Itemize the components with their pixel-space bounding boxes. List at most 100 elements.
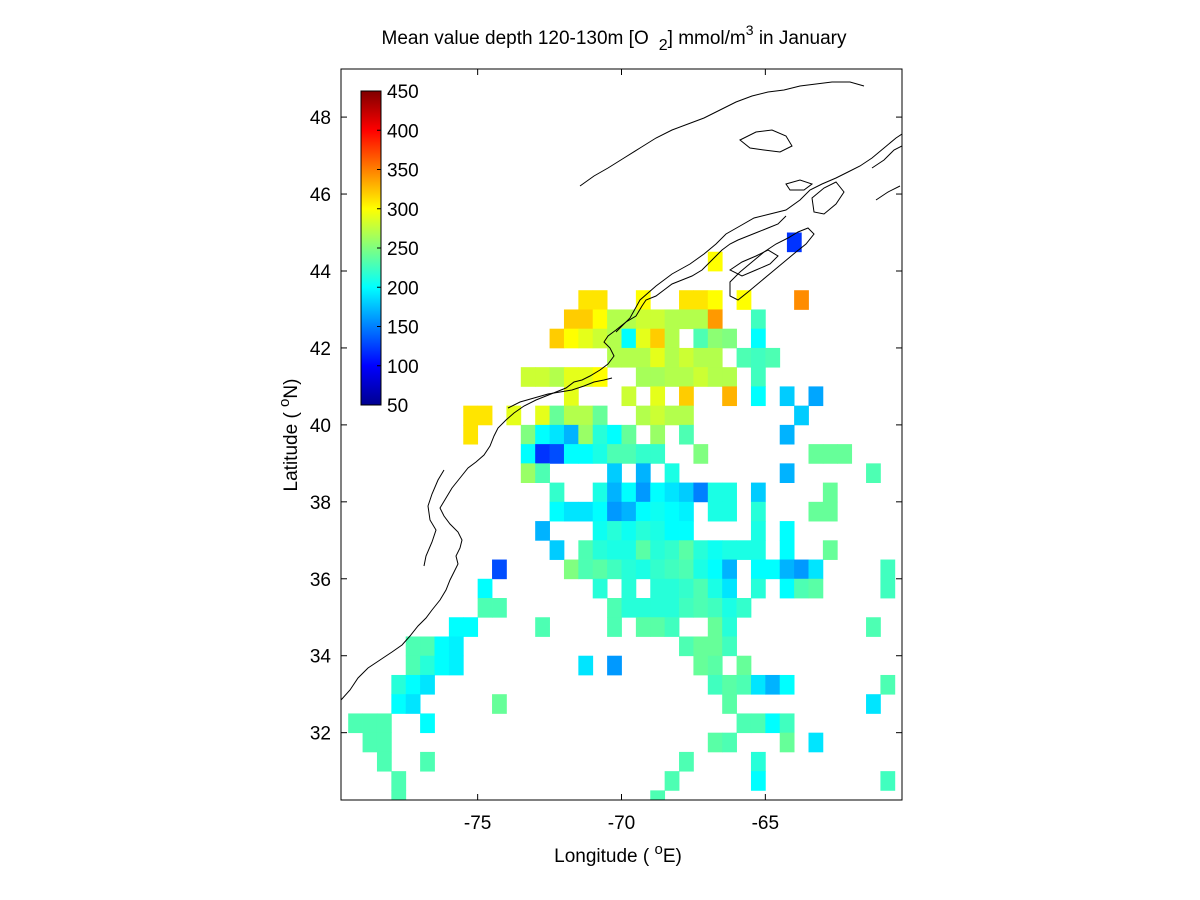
heatmap-cell [635,540,651,560]
heatmap-cell [722,636,737,657]
heatmap-cell [750,540,766,560]
heatmap-cell [348,713,363,734]
heatmap-cell [779,732,795,753]
heatmap-cell [750,771,766,791]
heatmap-cell [736,655,752,676]
coastline-newfoundland [871,145,902,201]
heatmap-cell [722,732,737,753]
heatmap-cell [664,405,680,426]
heatmap-cell [635,367,651,387]
heatmap-cell [650,521,666,541]
heatmap-cell [607,559,622,580]
heatmap-cell [535,463,550,483]
heatmap-cell [650,328,666,349]
heatmap-cell [635,290,651,310]
coastline-gaspe [739,129,793,153]
heatmap-cell [707,328,723,349]
heatmap-cell [822,540,838,560]
heatmap-cell [822,444,838,464]
heatmap-cell [779,674,795,695]
heatmap-cell [779,540,795,560]
heatmap-cell [765,713,781,734]
heatmap-cell [405,694,421,714]
heatmap-cell [391,771,407,791]
heatmap-cell [592,405,608,426]
heatmap-cell [722,694,737,714]
x-axis-label-post: E) [663,846,682,867]
heatmap-cell [535,405,550,426]
heatmap-cell [420,713,435,734]
heatmap-cell [621,521,637,541]
heatmap-cell [650,444,666,464]
heatmap-cell [808,444,824,464]
heatmap-cell [693,655,709,676]
heatmap-cell [592,309,608,330]
heatmap-cell [722,559,737,580]
heatmap-cell [722,578,737,599]
heatmap-cell [578,328,594,349]
heatmap-cell [880,771,896,791]
heatmap-cell [376,732,392,753]
heatmap-cell [434,636,450,657]
heatmap-cell [477,405,493,426]
heatmap-cell [722,540,737,560]
heatmap-cell [722,328,737,349]
coastline-pei [785,179,814,191]
heatmap-cell [635,347,651,368]
heatmap-cell [549,540,565,560]
x-axis-label-pre: Longitude ( [554,846,654,867]
heatmap-cell [750,309,766,330]
heatmap-cell [765,347,781,368]
heatmap-cell [592,482,608,503]
x-axis-ticks: -75 -70 -65 [464,69,779,834]
heatmap-cell [794,559,809,580]
heatmap-cell [362,732,378,753]
heatmap-cell [607,463,622,483]
heatmap-cell [405,636,421,657]
heatmap-cell [866,694,881,714]
heatmap-cell [707,309,723,330]
y-tick-label: 44 [310,262,332,283]
heatmap-cell [779,424,795,445]
heatmap-cell [707,578,723,599]
heatmap-cell [736,598,752,618]
y-tick-label: 48 [310,108,331,129]
heatmap-cell [607,521,622,541]
x-axis-label-degree: o [655,841,663,858]
heatmap-cell [664,559,680,580]
heatmap-cell [563,501,579,522]
heatmap-cell [592,501,608,522]
y-tick-label: 42 [310,339,331,360]
heatmap-cell [650,617,666,637]
heatmap-cell [664,771,680,791]
heatmap-cell [707,636,723,657]
heatmap-cell [592,424,608,445]
heatmap-cell [650,501,666,522]
heatmap-cell [794,405,809,426]
heatmap-cell [563,559,579,580]
heatmap-cell [722,386,737,407]
heatmap-cell [463,424,479,445]
heatmap-cell [592,290,608,310]
heatmap-cell [463,617,479,637]
heatmap-cell [563,444,579,464]
heatmap-cell [650,424,666,445]
heatmap-cell [750,501,766,522]
heatmap-cell [635,617,651,637]
heatmap-cell [405,674,421,695]
heatmap-cell [736,540,752,560]
heatmap-cell [578,501,594,522]
heatmap-cell [549,367,565,387]
heatmap-cell [679,290,694,310]
coastline-st-lawrence-river [579,81,865,187]
heatmap-cell [376,751,392,772]
heatmap-cell [750,674,766,695]
heatmap-cell [535,617,550,637]
heatmap-cell [693,444,709,464]
heatmap-cell [492,694,507,714]
heatmap-cell [391,790,407,800]
heatmap-cell [650,309,666,330]
title-end: in January [754,28,847,49]
heatmap-cell [779,386,795,407]
